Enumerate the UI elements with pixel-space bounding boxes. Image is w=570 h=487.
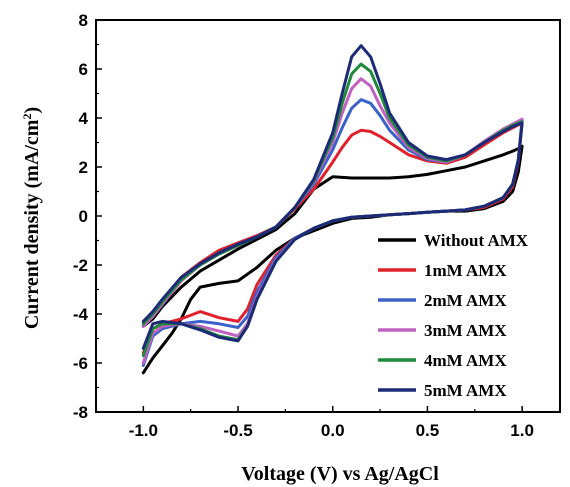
y-tick-label: 8: [79, 11, 88, 30]
x-tick-label: 1.0: [510, 421, 534, 440]
y-axis-title-close: ): [21, 107, 43, 114]
axis-ticks: [95, 19, 523, 413]
series-line-without-amx: [141, 144, 524, 375]
legend-label: 5mM AMX: [424, 381, 507, 400]
x-tick-labels: -1.0 -0.5 0.0 0.5 1.0: [129, 421, 534, 440]
x-tick-label: -0.5: [223, 421, 252, 440]
plot-lines: [141, 44, 524, 375]
y-tick-label: -8: [73, 403, 88, 422]
y-tick-labels: -8 -6 -4 -2 0 2 4 6 8: [73, 11, 89, 422]
x-tick-label: -1.0: [129, 421, 158, 440]
y-tick-label: 0: [79, 207, 88, 226]
y-tick-label: -6: [73, 354, 88, 373]
y-tick-label: -4: [73, 305, 89, 324]
legend-label: 3mM AMX: [424, 321, 507, 340]
y-axis-title-main: Current density (mA/cm: [21, 119, 43, 329]
legend-label: 2mM AMX: [424, 291, 507, 310]
x-tick-label: 0.5: [416, 421, 440, 440]
y-axis-title-superscript: 2: [20, 114, 34, 120]
legend-label: 1mM AMX: [424, 261, 507, 280]
x-axis-title: Voltage (V) vs Ag/AgCl: [241, 463, 439, 485]
y-tick-label: 6: [79, 60, 88, 79]
legend-label: 4mM AMX: [424, 351, 507, 370]
legend-label: Without AMX: [424, 231, 529, 250]
y-axis-title: Current density (mA/cm2): [20, 107, 43, 329]
y-tick-label: 4: [79, 109, 89, 128]
series-line-5mm-amx: [141, 44, 524, 350]
y-tick-label: 2: [79, 158, 88, 177]
legend: Without AMX 1mM AMX 2mM AMX 3mM AMX 4mM AMX 5…: [378, 231, 529, 400]
y-tick-label: -2: [73, 256, 88, 275]
x-tick-label: 0.0: [321, 421, 345, 440]
